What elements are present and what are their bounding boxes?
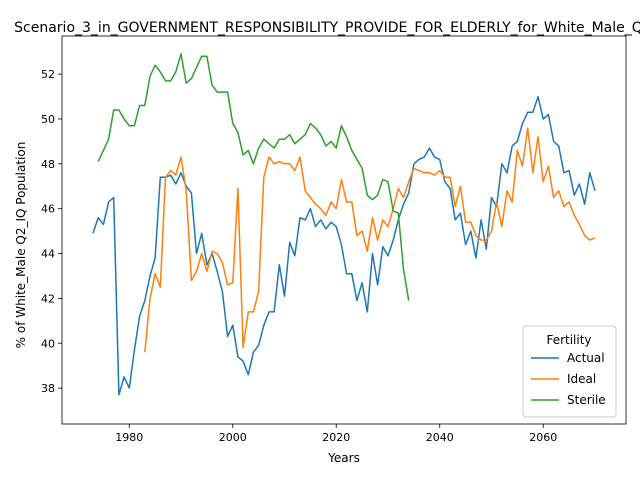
x-tick-label: 2020	[322, 431, 350, 444]
legend-label-sterile: Sterile	[567, 393, 606, 407]
y-tick-label: 50	[41, 113, 55, 126]
y-tick-label: 42	[41, 292, 55, 305]
x-axis: 1980 2000 2020 2040 2060	[115, 424, 557, 444]
y-tick-label: 46	[41, 203, 55, 216]
series-line-ideal	[144, 127, 596, 353]
legend-items: Actual Ideal Sterile	[531, 351, 606, 407]
y-axis-label: % of White_Male Q2_IQ Population	[14, 142, 28, 349]
x-axis-label: Years	[327, 451, 360, 465]
y-tick-label: 48	[41, 158, 55, 171]
y-tick-label: 52	[41, 68, 55, 81]
series-layer	[92, 53, 596, 396]
series-line-actual	[92, 95, 596, 396]
y-tick-label: 38	[41, 382, 55, 395]
legend: Fertility Actual Ideal Sterile	[522, 325, 617, 418]
y-tick-label: 44	[41, 248, 55, 261]
legend-label-actual: Actual	[567, 351, 605, 365]
x-tick-label: 2040	[426, 431, 454, 444]
legend-box	[522, 325, 617, 418]
legend-label-ideal: Ideal	[567, 372, 596, 386]
plot-frame	[61, 35, 627, 425]
plot-area	[61, 35, 627, 425]
y-axis: 38 40 42 44 46 48 50 52	[41, 68, 62, 395]
x-tick-label: 2060	[529, 431, 557, 444]
x-tick-label: 1980	[115, 431, 143, 444]
y-tick-label: 40	[41, 337, 55, 350]
chart-title: Scenario_3_in_GOVERNMENT_RESPONSIBILITY_…	[14, 20, 640, 36]
x-tick-label: 2000	[219, 431, 247, 444]
legend-title: Fertility	[546, 333, 591, 347]
series-line-sterile	[97, 53, 410, 301]
